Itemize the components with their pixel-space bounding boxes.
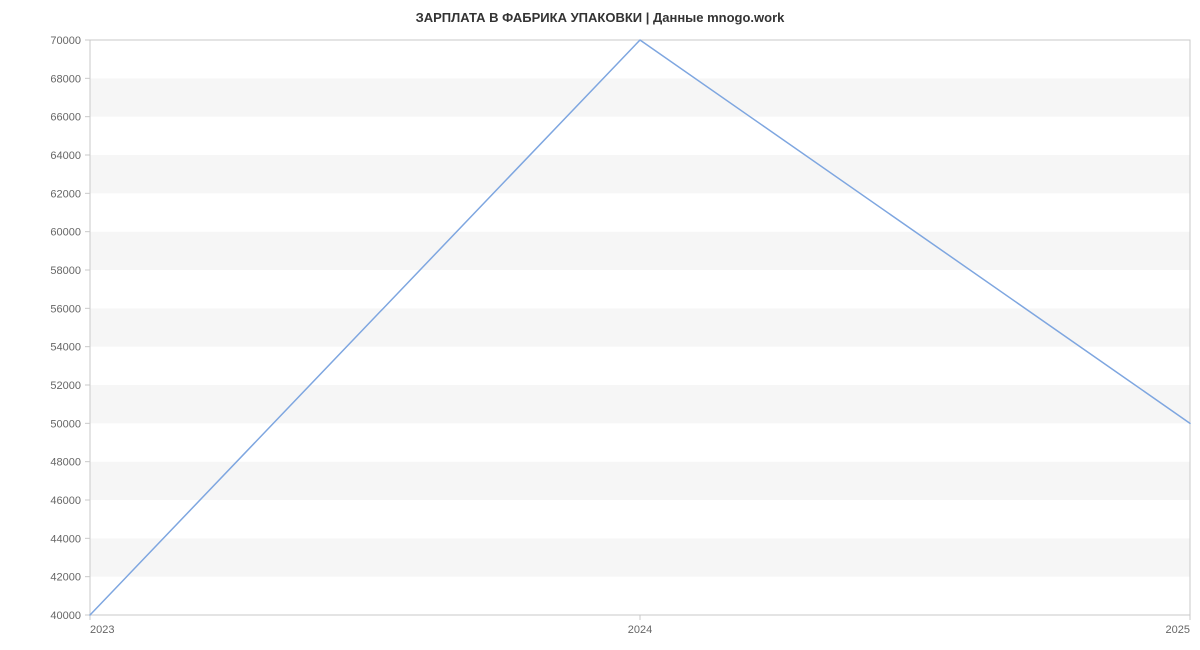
x-tick-label: 2025 — [1166, 624, 1190, 636]
y-tick-label: 40000 — [50, 610, 81, 622]
y-tick-label: 52000 — [50, 380, 81, 392]
y-tick-label: 56000 — [50, 303, 81, 315]
y-tick-label: 60000 — [50, 227, 81, 239]
y-tick-label: 66000 — [50, 112, 81, 124]
y-tick-label: 58000 — [50, 265, 81, 277]
y-tick-label: 68000 — [50, 73, 81, 85]
y-tick-label: 44000 — [50, 533, 81, 545]
y-tick-label: 64000 — [50, 150, 81, 162]
chart-title: ЗАРПЛАТА В ФАБРИКА УПАКОВКИ | Данные mno… — [0, 10, 1200, 25]
y-tick-label: 62000 — [50, 188, 81, 200]
y-tick-label: 54000 — [50, 342, 81, 354]
x-tick-label: 2023 — [90, 624, 114, 636]
salary-line-chart: ЗАРПЛАТА В ФАБРИКА УПАКОВКИ | Данные mno… — [0, 0, 1200, 650]
y-tick-label: 46000 — [50, 495, 81, 507]
y-tick-label: 70000 — [50, 35, 81, 47]
y-tick-label: 48000 — [50, 457, 81, 469]
y-tick-label: 42000 — [50, 572, 81, 584]
y-tick-label: 50000 — [50, 418, 81, 430]
x-tick-label: 2024 — [628, 624, 652, 636]
chart-svg: 40000 42000 44000 46000 48000 50000 52000 54000… — [0, 0, 1200, 650]
